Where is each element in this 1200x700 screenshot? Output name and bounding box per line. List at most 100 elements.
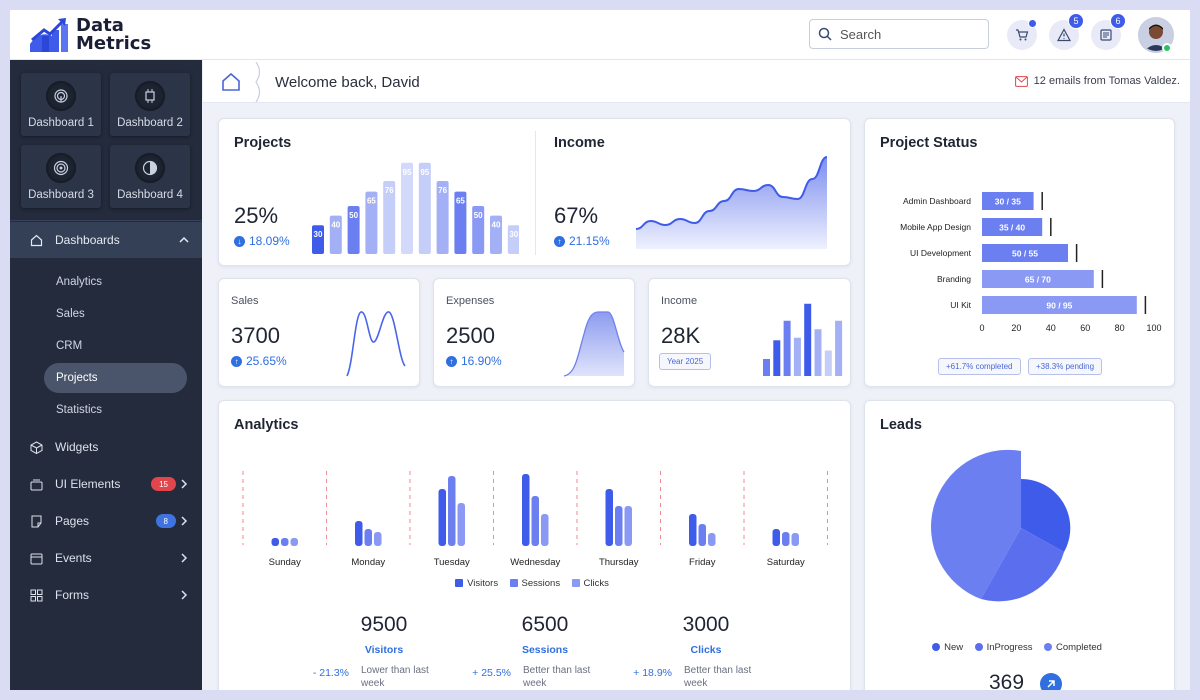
sessions-stat-value: 6500: [521, 613, 569, 636]
welcome-text: Welcome back, David: [275, 74, 420, 91]
income2-bar: [783, 320, 791, 376]
analytics-bar-sessions: [448, 476, 456, 546]
clicks-stat-value: 3000: [682, 613, 730, 636]
sidebar-subitem-statistics[interactable]: Statistics: [56, 404, 103, 416]
analytics-day-label: Saturday: [767, 557, 805, 568]
legend-sessions: Sessions: [509, 577, 561, 589]
projects-bar-label: 50: [474, 211, 483, 220]
leads-legend: New InProgress Completed: [865, 638, 1174, 656]
calendar-icon: [30, 553, 43, 564]
analytics-bar-visitors: [355, 521, 363, 546]
status-bar-label: 65 / 70: [1025, 275, 1051, 285]
arrow-up-icon: ↑: [231, 355, 242, 367]
visitors-stat-value: 9500: [360, 613, 408, 636]
projects-bar-label: 50: [349, 211, 358, 220]
chevron-right-icon: [181, 479, 188, 489]
dashboard-tile-label: Dashboard 1: [28, 117, 94, 129]
status-bar-label: 50 / 55: [1012, 249, 1038, 259]
cart-button[interactable]: [1007, 19, 1037, 50]
legend-new: New: [932, 642, 963, 653]
status-bar-label: 90 / 95: [1046, 301, 1072, 311]
projects-bar: [329, 215, 342, 254]
status-bar: [982, 296, 1137, 314]
dashboard-tile-2[interactable]: Dashboard 2: [110, 73, 190, 136]
document-icon: [1100, 29, 1112, 41]
sidebar-item-label: Widgets: [55, 440, 99, 454]
analytics-bar-sessions: [615, 506, 623, 546]
target-icon: [53, 160, 69, 176]
analytics-legend: Visitors Sessions Clicks: [219, 574, 850, 592]
sidebar-subitem-analytics[interactable]: Analytics: [56, 276, 103, 288]
leads-open-button[interactable]: [1040, 673, 1062, 690]
expenses-card: Expenses 2500 ↑ 16.90%: [433, 278, 635, 387]
logo-text-line2: Metrics: [76, 33, 152, 54]
pages-badge: 8: [155, 514, 176, 528]
sidebar-item-widgets[interactable]: Widgets: [10, 432, 202, 462]
projects-bar: [347, 206, 360, 254]
sidebar-subitem-projects[interactable]: Projects: [44, 363, 187, 393]
projects-bar: [401, 162, 413, 254]
clicks-stat-label: Clicks: [690, 644, 722, 656]
analytics-bar-sessions: [281, 538, 289, 546]
sidebar-subitem-crm[interactable]: CRM: [56, 340, 83, 352]
projects-bar: [436, 181, 449, 254]
sidebar-item-forms[interactable]: Forms: [10, 580, 202, 610]
sidebar-item-ui-elements[interactable]: UI Elements 15: [10, 469, 202, 499]
analytics-bar-clicks: [374, 532, 382, 546]
project-status-card: Project Status Admin Dashboard 30 / 35 Mob…: [864, 118, 1175, 387]
projects-bar-label: 76: [438, 186, 447, 195]
legend-label: Sessions: [521, 577, 561, 589]
status-bar: [982, 244, 1068, 262]
status-axis-tick: 100: [1146, 323, 1161, 333]
analytics-bar-sessions: [531, 496, 539, 546]
search-box[interactable]: [809, 19, 989, 49]
analytics-bar-clicks: [541, 514, 549, 546]
home-icon[interactable]: [221, 72, 241, 92]
projects-bar-label: 95: [403, 168, 412, 177]
projects-bar: [507, 225, 519, 254]
sidebar-subitem-sales[interactable]: Sales: [56, 308, 85, 320]
mail-notice[interactable]: 12 emails from Tomas Valdez.: [1014, 75, 1180, 87]
top-bar: Data Metrics 5 6: [10, 10, 1190, 60]
analytics-bar-clicks: [624, 506, 632, 546]
sidebar-item-events[interactable]: Events: [10, 543, 202, 573]
status-axis-tick: 20: [1011, 323, 1021, 333]
chip-icon: [145, 89, 155, 103]
status-row-label: Branding: [937, 274, 971, 284]
year-tag[interactable]: Year 2025: [659, 353, 712, 370]
dashboard-tile-3[interactable]: Dashboard 3: [21, 145, 101, 208]
search-icon: [818, 27, 832, 41]
dashboard-tile-1[interactable]: Dashboard 1: [21, 73, 101, 136]
status-axis-tick: 40: [1046, 323, 1056, 333]
warning-icon: [1057, 28, 1071, 42]
fingerprint-icon: [54, 89, 68, 103]
analytics-bar-clicks: [290, 538, 298, 546]
alerts-button[interactable]: 5: [1049, 13, 1084, 50]
chevron-right-icon: [181, 516, 188, 526]
search-input[interactable]: [840, 26, 970, 42]
income-delta-value: 21.15%: [569, 234, 610, 248]
dashboard-tile-4[interactable]: Dashboard 4: [110, 145, 190, 208]
chevron-up-icon: [179, 236, 189, 243]
messages-button[interactable]: 6: [1091, 13, 1126, 50]
analytics-bar-visitors: [772, 529, 780, 546]
dashboard-tile-label: Dashboard 2: [117, 117, 183, 129]
leads-slice-new: [931, 449, 1021, 599]
logo[interactable]: Data Metrics: [28, 16, 151, 54]
projects-bar: [365, 191, 378, 254]
completed-tag: +61.7% completed: [938, 358, 1021, 375]
leads-card: Leads New InProgress Completed 369: [864, 400, 1175, 690]
income-area-chart: [635, 156, 828, 249]
legend-label: Clicks: [583, 577, 609, 589]
projects-bar-label: 40: [331, 221, 340, 230]
income2-bar: [773, 340, 781, 376]
projects-bar: [454, 191, 467, 254]
projects-value: 25%: [234, 203, 279, 228]
sessions-stat-desc: Better than last week: [523, 665, 591, 689]
analytics-bar-chart: Sunday Monday Tuesday Wednesday Thursday Frid…: [242, 471, 828, 568]
expenses-area-chart: [563, 311, 625, 377]
sidebar-item-pages[interactable]: Pages 8: [10, 506, 202, 536]
sidebar-item-dashboards[interactable]: Dashboards: [10, 222, 202, 258]
visitors-stat-desc: Lower than last week: [361, 665, 429, 689]
analytics-day-label: Friday: [689, 557, 716, 568]
